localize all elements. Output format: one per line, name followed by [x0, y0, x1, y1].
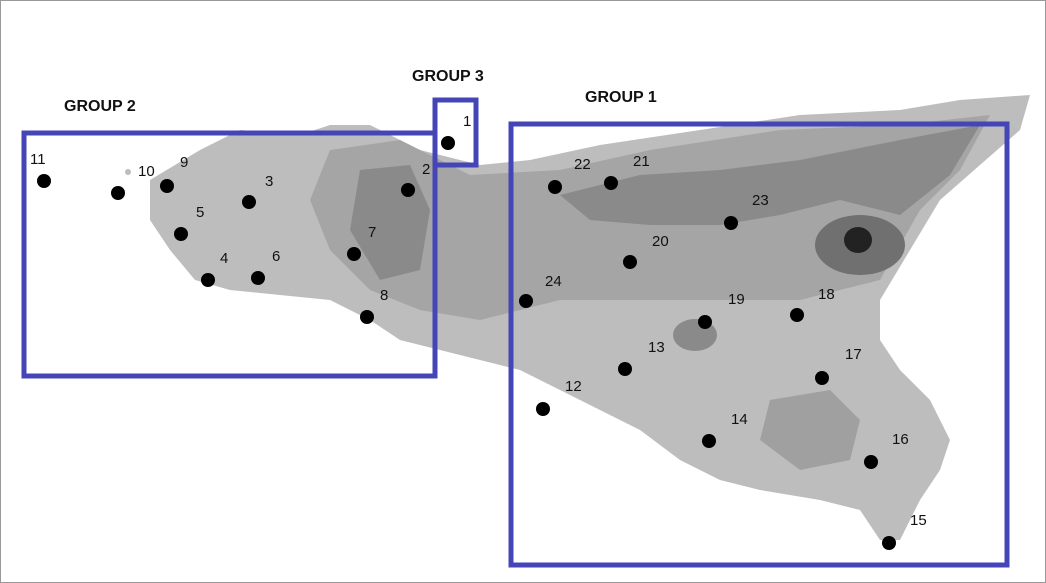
station-point	[160, 179, 174, 193]
map: GROUP 2GROUP 3GROUP 11234567891011121314…	[0, 0, 1046, 583]
station-point	[441, 136, 455, 150]
station-point	[519, 294, 533, 308]
station-point	[536, 402, 550, 416]
station-point	[251, 271, 265, 285]
station-label: 11	[30, 151, 46, 168]
station-label: 8	[380, 287, 388, 304]
station-label: 10	[138, 163, 155, 180]
station-label: 19	[728, 291, 745, 308]
station-label: 21	[633, 153, 650, 170]
station-point	[864, 455, 878, 469]
group-label: GROUP 3	[412, 68, 484, 85]
station-point	[724, 216, 738, 230]
station-point	[698, 315, 712, 329]
station-point	[401, 183, 415, 197]
islet	[125, 169, 131, 175]
station-label: 9	[180, 154, 188, 171]
station-point	[702, 434, 716, 448]
station-label: 17	[845, 346, 862, 363]
station-point	[111, 186, 125, 200]
station-point	[37, 174, 51, 188]
station-point	[347, 247, 361, 261]
station-point	[618, 362, 632, 376]
station-point	[201, 273, 215, 287]
station-point	[174, 227, 188, 241]
station-label: 24	[545, 273, 562, 290]
station-label: 4	[220, 250, 228, 267]
station-label: 14	[731, 411, 748, 428]
station-point	[548, 180, 562, 194]
group-label: GROUP 1	[585, 89, 657, 106]
station-label: 3	[265, 173, 273, 190]
station-label: 12	[565, 378, 582, 395]
station-label: 13	[648, 339, 665, 356]
station-label: 16	[892, 431, 909, 448]
station-label: 6	[272, 248, 280, 265]
station-label: 1	[463, 113, 471, 130]
station-point	[360, 310, 374, 324]
station-point	[623, 255, 637, 269]
station-label: 18	[818, 286, 835, 303]
station-label: 23	[752, 192, 769, 209]
station-label: 15	[910, 512, 927, 529]
station-label: 20	[652, 233, 669, 250]
station-label: 7	[368, 224, 376, 241]
station-label: 22	[574, 156, 591, 173]
group-label: GROUP 2	[64, 98, 136, 115]
station-point	[790, 308, 804, 322]
etna-summit	[844, 227, 872, 253]
station-label: 2	[422, 161, 430, 178]
station-point	[815, 371, 829, 385]
station-label: 5	[196, 204, 204, 221]
station-point	[242, 195, 256, 209]
station-point	[882, 536, 896, 550]
station-point	[604, 176, 618, 190]
